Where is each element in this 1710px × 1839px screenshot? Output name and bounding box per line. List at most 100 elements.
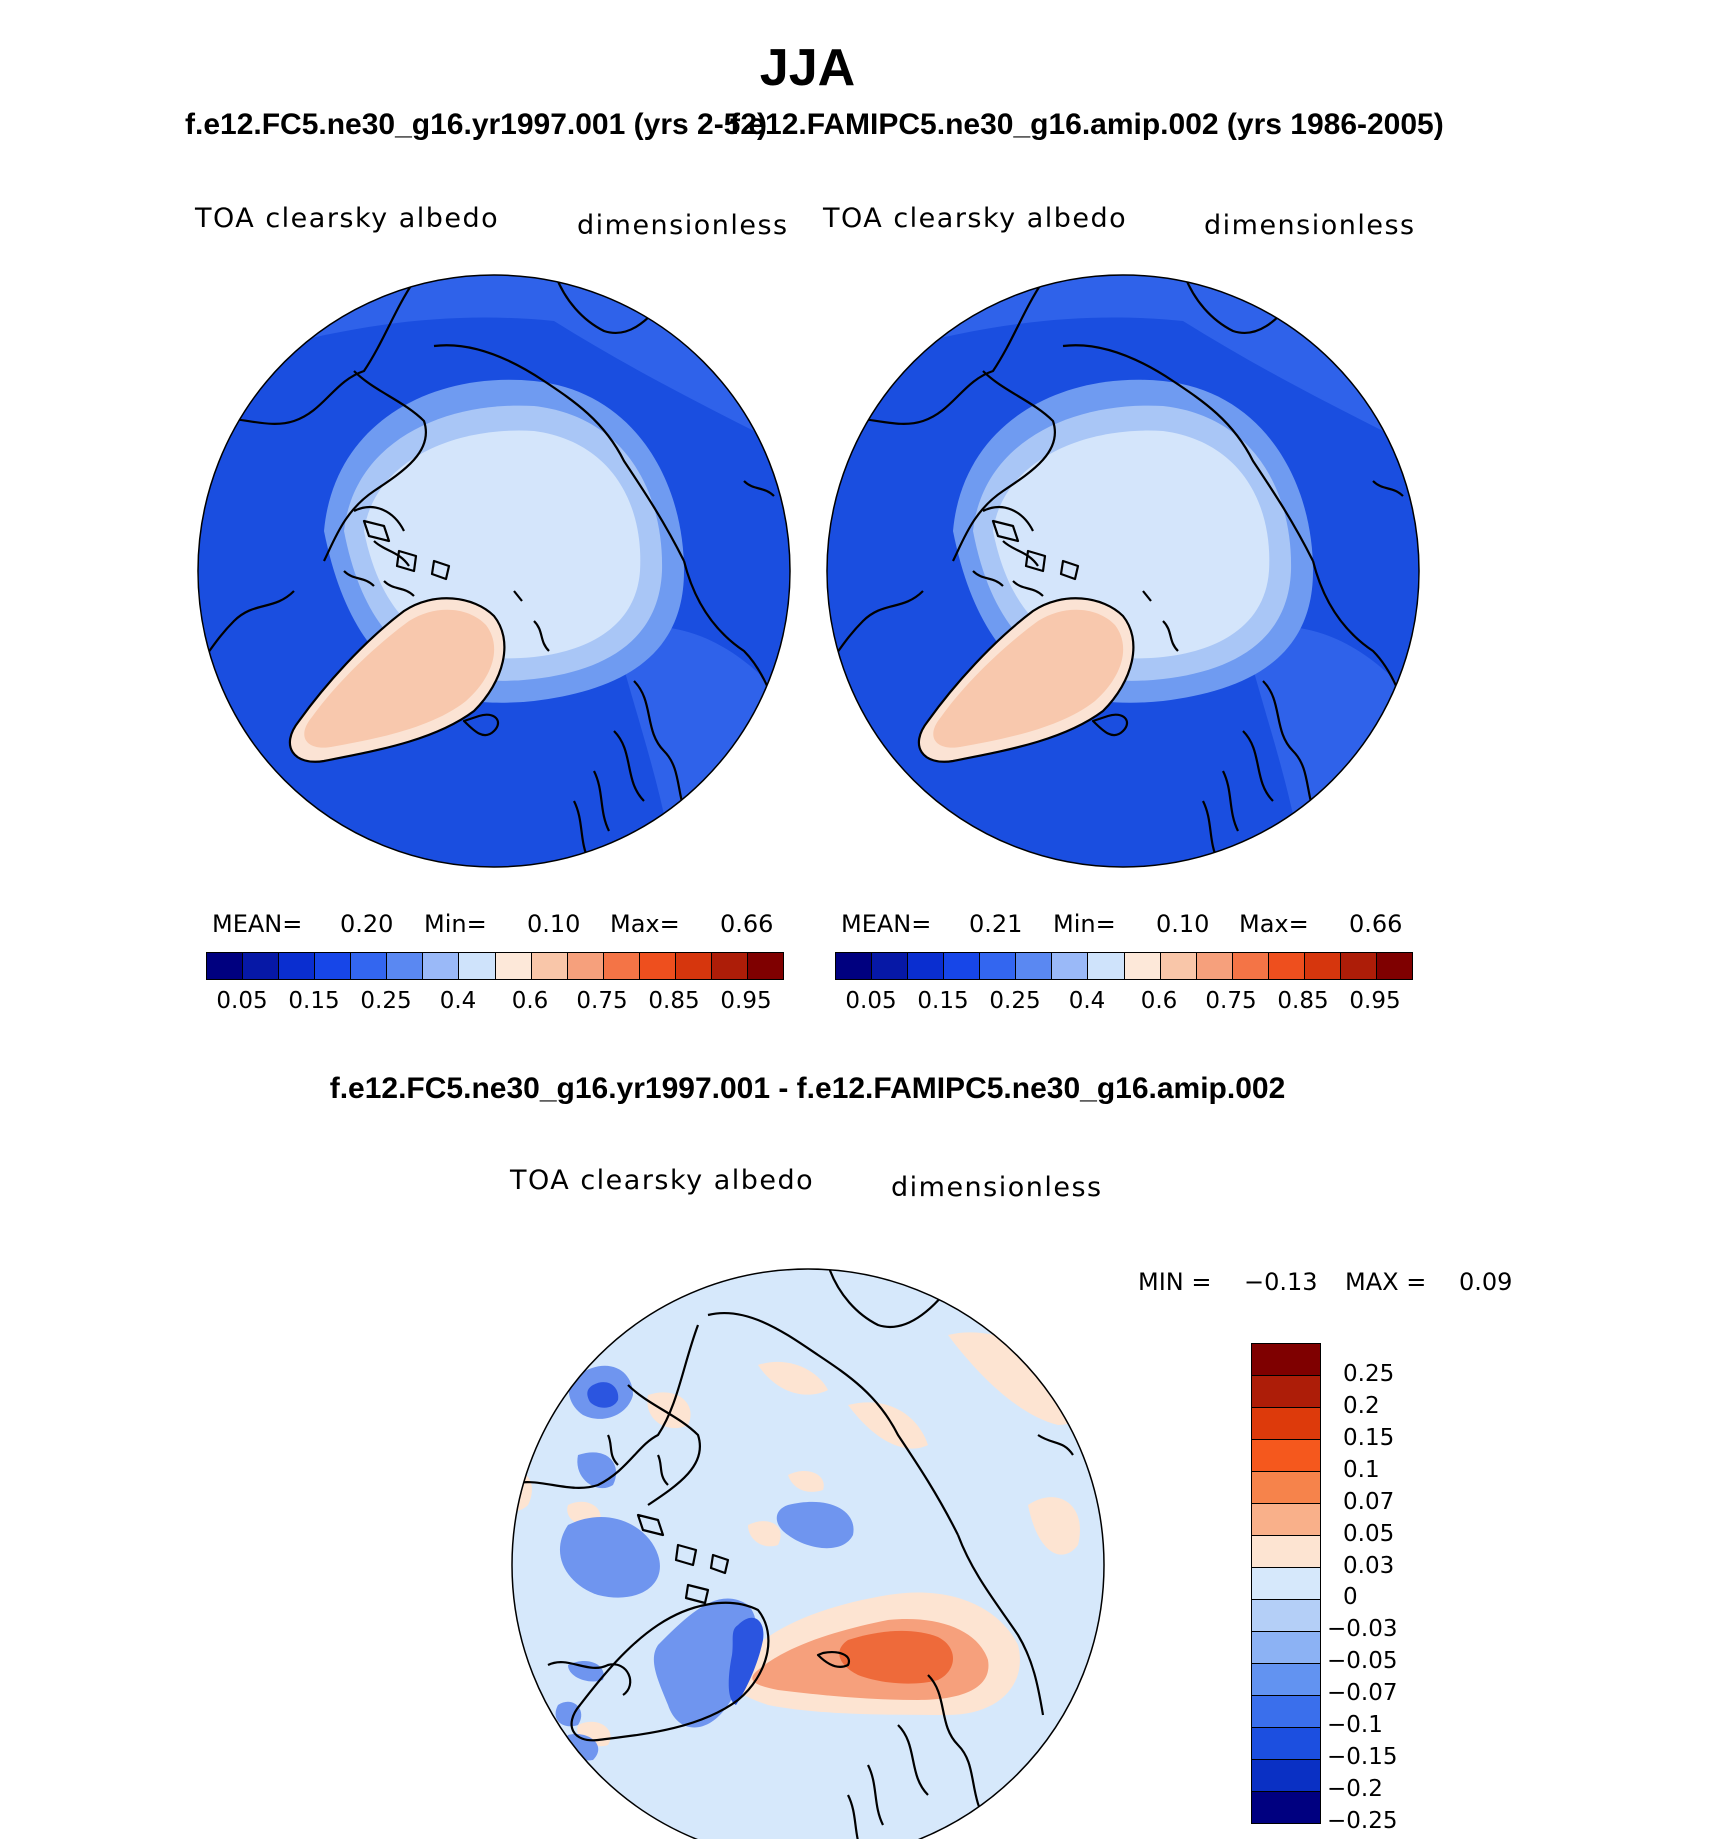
colorbar-cell (1252, 1600, 1320, 1632)
colorbar-cell (1252, 1568, 1320, 1600)
colorbar-cell (1252, 1728, 1320, 1760)
map-panel-2 (827, 275, 1419, 867)
diff-units-label: dimensionless (891, 1172, 1103, 1203)
panel1-min-value: 0.10 (527, 910, 581, 938)
panel2-mean-label: MEAN= (841, 910, 932, 938)
colorbar-tick-label: −0.2 (1327, 1776, 1383, 1803)
colorbar-cell (243, 953, 280, 979)
colorbar-tick-label: 0.15 (917, 988, 969, 1014)
map-panel-1-border (197, 274, 791, 868)
colorbar-tick-label: 0 (1343, 1584, 1358, 1611)
diff-max-label: MAX = (1345, 1268, 1427, 1296)
map-panel-diff (512, 1269, 1104, 1839)
colorbar-tick-label: 0.15 (1343, 1424, 1395, 1451)
colorbar-cell (495, 953, 532, 979)
colorbar-cell (872, 953, 909, 979)
colorbar-cell (1252, 1472, 1320, 1504)
panel2-mean-value: 0.21 (969, 910, 1023, 938)
colorbar-tick-label: 0.75 (1205, 988, 1257, 1014)
colorbar-cell (1252, 1792, 1320, 1823)
colorbar-cell (351, 953, 388, 979)
colorbar-cell (207, 953, 244, 979)
panel2-variable-label: TOA clearsky albedo (823, 203, 1128, 234)
colorbar-tick-label: 0.95 (720, 988, 772, 1014)
colorbar-cell (980, 953, 1017, 979)
panel1-mean-label: MEAN= (212, 910, 303, 938)
colorbar-cell (1252, 1440, 1320, 1472)
colorbar-cell (1196, 953, 1233, 979)
colorbar-cell (1252, 1408, 1320, 1440)
case-title-right: f.e12.FAMIPC5.ne30_g16.amip.002 (yrs 198… (730, 108, 1444, 141)
colorbar-tick-label: 0.2 (1343, 1392, 1380, 1419)
map-panel-diff-border (511, 1268, 1105, 1839)
colorbar-tick-label: 0.03 (1343, 1552, 1395, 1579)
diff-variable-label: TOA clearsky albedo (510, 1165, 815, 1196)
colorbar-tick-label: 0.4 (1068, 988, 1106, 1014)
colorbar-tick-label: 0.25 (360, 988, 412, 1014)
panel2-min-label: Min= (1053, 910, 1116, 938)
panel1-min-label: Min= (424, 910, 487, 938)
colorbar-tick-label: −0.1 (1327, 1712, 1383, 1739)
panel2-units-label: dimensionless (1204, 210, 1416, 241)
colorbar-cell (1304, 953, 1341, 979)
colorbar-cell (1268, 953, 1305, 979)
colorbar-cell (1016, 953, 1053, 979)
colorbar-tick-label: 0.85 (648, 988, 700, 1014)
panel1-max-label: Max= (610, 910, 680, 938)
panel1-mean-value: 0.20 (340, 910, 394, 938)
colorbar-tick-label: −0.25 (1327, 1808, 1398, 1834)
colorbar-tick-label: 0.4 (439, 988, 477, 1014)
page-title: JJA (759, 39, 856, 97)
colorbar-cell (1252, 1696, 1320, 1728)
colorbar-tick-label: −0.03 (1327, 1616, 1398, 1643)
colorbar-tick-label: −0.07 (1327, 1680, 1398, 1707)
difference-title: f.e12.FC5.ne30_g16.yr1997.001 - f.e12.FA… (329, 1072, 1286, 1105)
colorbar-tick-label: 0.1 (1343, 1456, 1380, 1483)
colorbar-cell (711, 953, 748, 979)
colorbar-cell (908, 953, 945, 979)
colorbar-tick-label: 0.05 (845, 988, 897, 1014)
colorbar-cell (1124, 953, 1161, 979)
colorbar-cell (1232, 953, 1269, 979)
colorbar-tick-label: 0.85 (1277, 988, 1329, 1014)
colorbar-cell (836, 953, 873, 979)
colorbar-tick-label: 0.07 (1343, 1488, 1395, 1515)
panel2-max-value: 0.66 (1349, 910, 1403, 938)
colorbar-cell (315, 953, 352, 979)
colorbar-cell (1252, 1632, 1320, 1664)
colorbar-tick-label: −0.15 (1327, 1744, 1398, 1771)
colorbar-cell (531, 953, 568, 979)
colorbar-cell (1252, 1664, 1320, 1696)
diff-min-label: MIN = (1138, 1268, 1212, 1296)
colorbar-cell (423, 953, 460, 979)
colorbar-cell (1160, 953, 1197, 979)
colorbar-tick-label: −0.05 (1327, 1648, 1398, 1675)
colorbar-cell (1340, 953, 1377, 979)
map-panel-2-border (826, 274, 1420, 868)
colorbar-cell (639, 953, 676, 979)
colorbar-tick-label: 0.95 (1349, 988, 1401, 1014)
panel1-units-label: dimensionless (577, 210, 789, 241)
panel2-max-label: Max= (1239, 910, 1309, 938)
colorbar-cell (1252, 1760, 1320, 1792)
colorbar-cell (279, 953, 316, 979)
panel1-max-value: 0.66 (720, 910, 774, 938)
colorbar-tick-label: 0.6 (511, 988, 549, 1014)
colorbar-tick-label: 0.25 (989, 988, 1041, 1014)
map-panel-1 (198, 275, 790, 867)
diff-max-value: 0.09 (1459, 1268, 1513, 1296)
colorbar-cell (1376, 953, 1412, 979)
colorbar-cell (944, 953, 981, 979)
colorbar-cell (459, 953, 496, 979)
colorbar-tick-label: 0.05 (1343, 1520, 1395, 1547)
colorbar-cell (747, 953, 783, 979)
colorbar-tick-label: 0.6 (1140, 988, 1178, 1014)
colorbar-tick-label: 0.25 (1343, 1360, 1395, 1387)
panel2-min-value: 0.10 (1156, 910, 1210, 938)
colorbar-diff (1251, 1343, 1321, 1824)
colorbar-tick-label: 0.15 (288, 988, 340, 1014)
colorbar-cell (675, 953, 712, 979)
colorbar-cell (1252, 1536, 1320, 1568)
colorbar-cell (1252, 1376, 1320, 1408)
